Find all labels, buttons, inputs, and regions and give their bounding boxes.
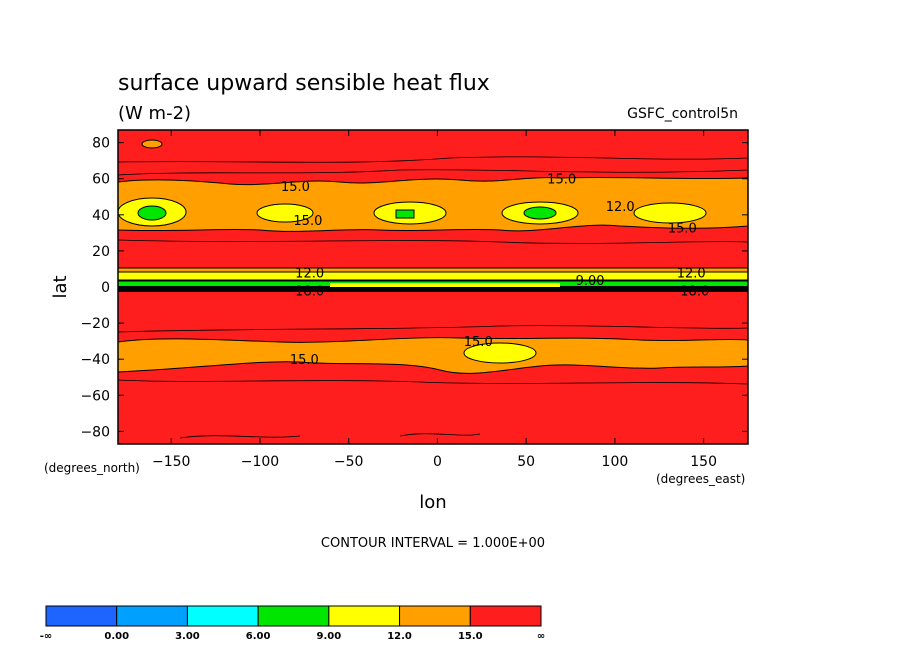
contour-label: 18.0 bbox=[295, 285, 324, 300]
north-cell-4-core bbox=[523, 206, 557, 220]
x-tick-label: 50 bbox=[517, 454, 535, 470]
colorbar-label: 12.0 bbox=[387, 631, 412, 642]
colorbar-label: ∞ bbox=[537, 631, 545, 642]
x-axis-units: (degrees_east) bbox=[656, 472, 745, 486]
contour-field bbox=[118, 130, 748, 444]
contour-labels: 15.0 15.0 12.0 15.0 15.0 12.0 12.0 9.00 18.0 18.0… bbox=[281, 173, 709, 368]
y-tick-label: 80 bbox=[92, 136, 110, 152]
colorbar-label: 15.0 bbox=[458, 631, 483, 642]
south-cell-1 bbox=[463, 342, 537, 364]
y-axis-units: (degrees_north) bbox=[44, 461, 140, 475]
contour-label: 15.0 bbox=[547, 173, 576, 188]
equator-band-yellow-2 bbox=[330, 283, 560, 287]
north-polar-patch bbox=[141, 139, 163, 149]
colorbar-swatch bbox=[328, 605, 401, 627]
colorbar-swatch bbox=[399, 605, 471, 627]
north-cell-3-core bbox=[395, 209, 415, 219]
contour-interval: CONTOUR INTERVAL = 1.000E+00 bbox=[321, 536, 545, 551]
x-axis-title: lon bbox=[419, 492, 446, 513]
y-tick-label: −20 bbox=[80, 316, 110, 332]
x-tick-label: 150 bbox=[690, 454, 717, 470]
chart-units: (W m-2) bbox=[118, 103, 191, 124]
y-tick-label: −80 bbox=[80, 424, 110, 440]
contour-label: 15.0 bbox=[464, 335, 493, 350]
contour-label: 18.0 bbox=[680, 285, 709, 300]
y-axis-title: lat bbox=[50, 275, 71, 298]
colorbar-swatch bbox=[186, 605, 259, 627]
contour-label: 12.0 bbox=[677, 267, 706, 282]
equator-band-dense bbox=[118, 286, 748, 292]
colorbar-label: 3.00 bbox=[175, 631, 200, 642]
x-tick-label: −50 bbox=[334, 454, 364, 470]
contour-label: 12.0 bbox=[295, 267, 324, 282]
south-band bbox=[118, 337, 748, 374]
colorbar-label: 0.00 bbox=[104, 631, 129, 642]
colorbar-swatch bbox=[469, 605, 542, 627]
equator-band-yellow bbox=[118, 271, 748, 281]
contour-label: 15.0 bbox=[293, 214, 322, 229]
colorbar-swatch bbox=[45, 605, 118, 627]
north-cell-1-core bbox=[137, 205, 167, 221]
y-tick-label: 60 bbox=[92, 172, 110, 188]
x-tick-label: −100 bbox=[241, 454, 279, 470]
north-cell-2 bbox=[256, 203, 314, 223]
y-tick-label: 0 bbox=[101, 280, 110, 296]
colorbar: -∞ 0.00 3.00 6.00 9.00 12.0 15.0 ∞ bbox=[40, 605, 545, 642]
colorbar-swatch bbox=[116, 605, 188, 627]
contour-label: 15.0 bbox=[290, 353, 319, 368]
colorbar-label: 6.00 bbox=[246, 631, 271, 642]
y-tick-label: 40 bbox=[92, 208, 110, 224]
colorbar-label: 9.00 bbox=[317, 631, 342, 642]
x-tick-label: −150 bbox=[152, 454, 190, 470]
contour-label: 9.00 bbox=[576, 274, 605, 289]
colorbar-swatch bbox=[257, 605, 330, 627]
north-cell-5 bbox=[633, 202, 707, 224]
contour-label: 15.0 bbox=[668, 221, 697, 236]
y-axis: 80 60 40 20 0 −20 −40 −60 −80 bbox=[80, 136, 748, 440]
y-tick-label: 20 bbox=[92, 244, 110, 260]
dataset-label: GSFC_control5n bbox=[627, 106, 738, 122]
colorbar-label: -∞ bbox=[40, 631, 52, 642]
chart-title: surface upward sensible heat flux bbox=[118, 71, 490, 96]
y-tick-label: −40 bbox=[80, 352, 110, 368]
x-tick-label: 0 bbox=[433, 454, 442, 470]
x-tick-label: 100 bbox=[602, 454, 629, 470]
contour-label: 15.0 bbox=[281, 180, 310, 195]
x-axis: −150 −100 −50 0 50 100 150 bbox=[152, 130, 717, 470]
y-tick-label: −60 bbox=[80, 388, 110, 404]
contour-label: 12.0 bbox=[606, 200, 635, 215]
